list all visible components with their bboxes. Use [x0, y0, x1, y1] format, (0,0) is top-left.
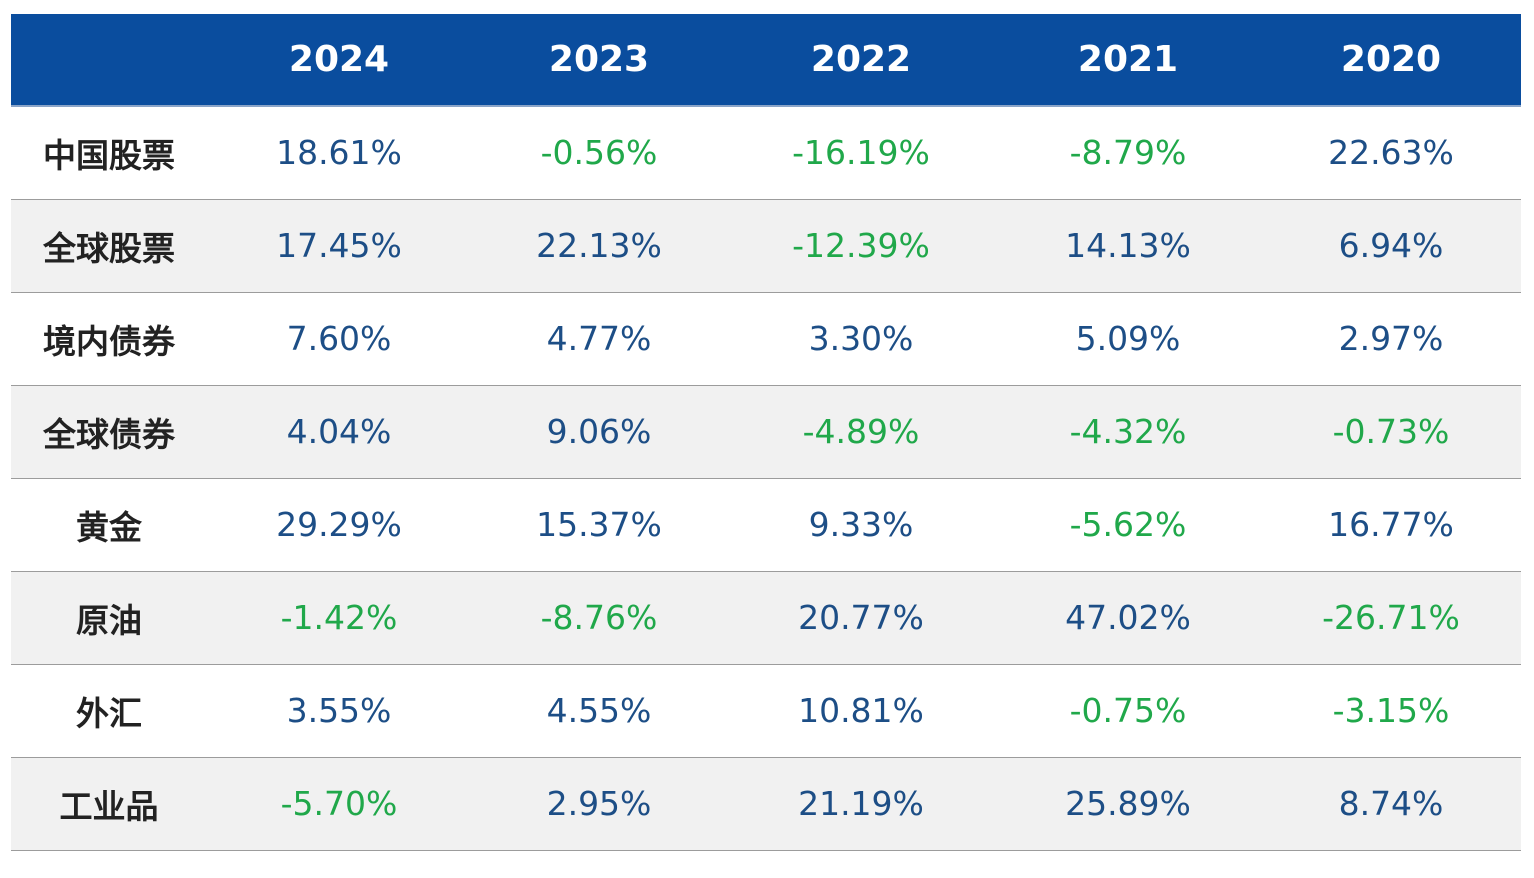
- table-row: 外汇 3.55% 4.55% 10.81% -0.75% -3.15%: [11, 664, 1521, 757]
- value-cell: 7.60%: [286, 319, 392, 358]
- value-cell: 18.61%: [276, 133, 402, 173]
- value-cell: 22.63%: [1328, 133, 1454, 173]
- table-row: 中国股票 18.61% -0.56% -16.19% -8.79% 22.63%: [11, 106, 1521, 199]
- value-cell: -4.32%: [1069, 412, 1187, 451]
- value-cell: 2.97%: [1338, 319, 1444, 358]
- value-cell: 25.89%: [1065, 784, 1191, 823]
- value-cell: 17.45%: [276, 226, 402, 265]
- value-cell: 5.09%: [1075, 319, 1181, 358]
- value-cell: -4.89%: [802, 412, 920, 451]
- value-cell: -26.71%: [1322, 598, 1460, 637]
- header-cell-year: 2023: [548, 39, 650, 80]
- value-cell: -0.73%: [1332, 412, 1450, 451]
- value-cell: 47.02%: [1065, 598, 1191, 637]
- row-label: 黄金: [76, 507, 142, 547]
- table-body: 中国股票 18.61% -0.56% -16.19% -8.79% 22.63% 全球股票 1…: [11, 106, 1521, 850]
- table-row: 全球债券 4.04% 9.06% -4.89% -4.32% -0.73%: [11, 385, 1521, 478]
- value-cell: -3.15%: [1332, 691, 1450, 730]
- value-cell: 10.81%: [798, 691, 924, 730]
- row-label: 原油: [76, 600, 142, 640]
- value-cell: 14.13%: [1065, 226, 1191, 265]
- value-cell: 4.55%: [546, 691, 652, 730]
- value-cell: -8.79%: [1069, 133, 1187, 173]
- row-label: 全球债券: [43, 414, 175, 454]
- value-cell: 16.77%: [1328, 505, 1454, 544]
- value-cell: 4.77%: [546, 319, 652, 358]
- table-row: 原油 -1.42% -8.76% 20.77% 47.02% -26.71%: [11, 571, 1521, 664]
- table-row: 工业品 -5.70% 2.95% 21.19% 25.89% 8.74%: [11, 757, 1521, 850]
- returns-table-container: 2024 2023 2022 2021 2020 中国股票 18.61% -0.56…: [11, 14, 1521, 851]
- row-label: 外汇: [76, 693, 142, 733]
- row-label: 中国股票: [43, 135, 175, 175]
- value-cell: -0.56%: [540, 133, 658, 173]
- table-row: 境内债券 7.60% 4.77% 3.30% 5.09% 2.97%: [11, 292, 1521, 385]
- value-cell: -5.62%: [1069, 505, 1187, 544]
- header-cell-year: 2021: [1077, 39, 1179, 80]
- header-cell-asset: [11, 14, 207, 106]
- value-cell: -16.19%: [792, 133, 930, 173]
- value-cell: -1.42%: [280, 598, 398, 637]
- value-cell: -0.75%: [1069, 691, 1187, 730]
- value-cell: 4.04%: [286, 412, 392, 451]
- value-cell: -8.76%: [540, 598, 658, 637]
- row-label: 全球股票: [43, 228, 175, 268]
- value-cell: -12.39%: [792, 226, 930, 265]
- row-label: 工业品: [59, 786, 159, 826]
- asset-returns-table: 2024 2023 2022 2021 2020 中国股票 18.61% -0.56…: [11, 14, 1521, 851]
- table-row: 黄金 29.29% 15.37% 9.33% -5.62% 16.77%: [11, 478, 1521, 571]
- value-cell: 3.30%: [808, 319, 914, 358]
- value-cell: 15.37%: [536, 505, 662, 544]
- value-cell: 21.19%: [798, 784, 924, 823]
- value-cell: 8.74%: [1338, 784, 1444, 823]
- value-cell: 9.33%: [808, 505, 914, 544]
- row-label: 境内债券: [43, 321, 175, 361]
- table-header-row: 2024 2023 2022 2021 2020: [11, 14, 1521, 106]
- value-cell: 20.77%: [798, 598, 924, 637]
- value-cell: 22.13%: [536, 226, 662, 265]
- value-cell: 3.55%: [286, 691, 392, 730]
- header-cell-year: 2020: [1340, 39, 1442, 80]
- value-cell: 2.95%: [546, 784, 652, 823]
- table-row: 全球股票 17.45% 22.13% -12.39% 14.13% 6.94%: [11, 199, 1521, 292]
- value-cell: 6.94%: [1338, 226, 1444, 265]
- value-cell: -5.70%: [280, 784, 398, 823]
- value-cell: 29.29%: [276, 505, 402, 544]
- value-cell: 9.06%: [546, 412, 652, 451]
- header-cell-year: 2024: [288, 39, 390, 80]
- header-cell-year: 2022: [810, 39, 912, 80]
